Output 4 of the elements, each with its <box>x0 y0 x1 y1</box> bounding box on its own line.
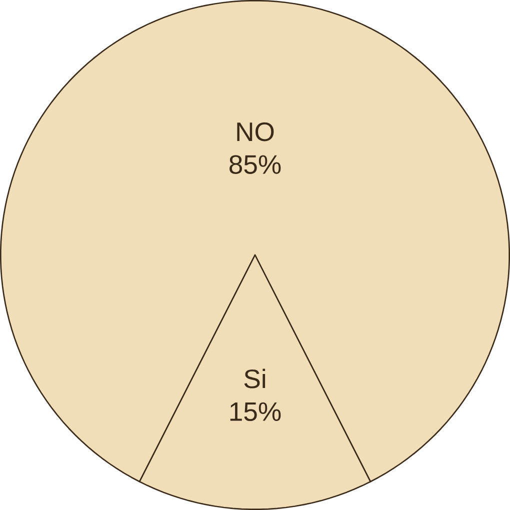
slice-label: Si <box>244 368 266 388</box>
slice-label: NO <box>237 122 274 142</box>
data-label: 85% <box>230 155 281 174</box>
data-label: 15% <box>230 402 281 422</box>
